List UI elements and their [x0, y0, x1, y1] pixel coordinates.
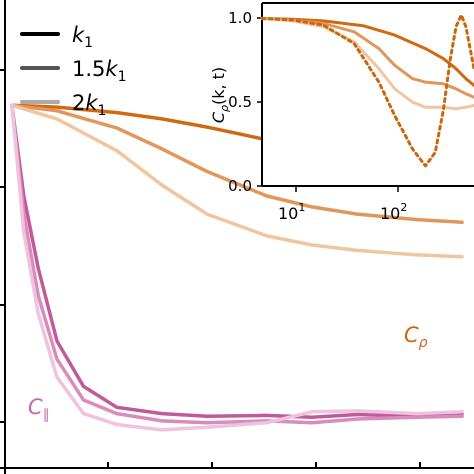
legend-label-2k1: 2k1 [72, 91, 106, 119]
inset-xtick-label: 101 [278, 201, 305, 223]
legend-label-k1: k1 [72, 23, 93, 51]
annotation-c-rho: Cρ [404, 323, 428, 351]
legend-label-1-5k1: 1.5k1 [72, 57, 127, 85]
inset-xtick-label: 102 [380, 201, 407, 223]
inset: 1.0 0.5 0.0 101 102 Cρ(k, t) [209, 2, 474, 223]
main-series-line-par-5 [10, 103, 464, 432]
main-series-line-rho-2 [10, 103, 464, 259]
annotation-c-par: C∥ [28, 395, 50, 423]
inset-background [262, 3, 474, 187]
inset-ytick-label: 0.0 [228, 177, 252, 195]
inset-ytick-label: 1.0 [228, 9, 252, 27]
inset-series-line-0 [260, 16, 474, 87]
main-series-line-par-3 [10, 103, 464, 419]
main-series-line-rho-1 [10, 103, 464, 225]
inset-ytick-label: 0.5 [228, 93, 252, 111]
inset-series-group [260, 13, 474, 168]
main-series-line-par-4 [10, 103, 464, 425]
main-series-group [10, 103, 464, 432]
inset-ylabel: Cρ(k, t) [209, 67, 231, 123]
inset-series-line-3 [260, 13, 474, 168]
legend: k1 1.5k1 2k1 [20, 23, 127, 119]
inset-series-line-2 [260, 16, 474, 111]
